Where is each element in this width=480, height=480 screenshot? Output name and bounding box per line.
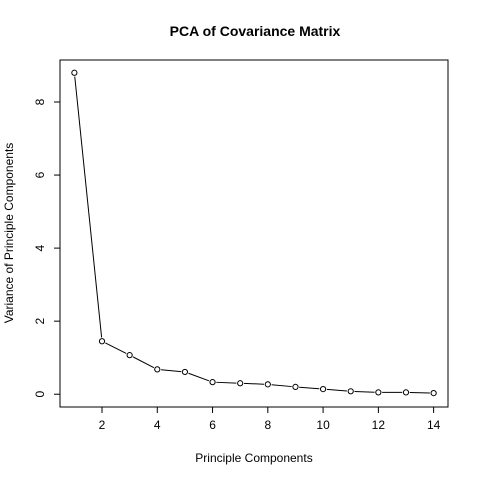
series-line-segment [326, 388, 347, 392]
y-tick-label: 6 [33, 171, 47, 178]
series-layer [71, 69, 437, 397]
x-tick-label: 14 [427, 418, 441, 432]
data-point [209, 379, 216, 386]
x-axis-label: Principle Components [195, 451, 312, 465]
y-tick-label: 4 [33, 244, 47, 251]
chart-title: PCA of Covariance Matrix [170, 23, 341, 39]
series-line-segment [409, 391, 430, 394]
series-line-segment [161, 369, 182, 373]
y-axis-label: Variance of Principle Components [2, 143, 16, 324]
plot-area-border [59, 59, 449, 408]
data-point [126, 352, 133, 359]
data-point [292, 383, 299, 391]
series-line-segment [74, 76, 103, 338]
y-tick-label: 0 [33, 391, 47, 398]
x-tick-label: 10 [316, 418, 330, 432]
data-point [375, 389, 382, 396]
data-point [402, 389, 410, 396]
series-line-segment [132, 356, 155, 369]
data-point [237, 380, 244, 387]
x-tick-label: 8 [264, 418, 271, 432]
series-line-segment [105, 342, 127, 354]
series-line-segment [354, 390, 375, 393]
data-point [319, 386, 327, 393]
data-point [181, 368, 189, 376]
x-tick-label: 4 [154, 418, 161, 432]
series-line-segment [271, 384, 292, 388]
y-tick-label: 2 [33, 318, 47, 325]
x-axis: 2 4 6 8 10 12 14 [99, 407, 441, 432]
series-line-segment [216, 381, 237, 384]
data-point [430, 390, 437, 397]
x-tick-label: 2 [99, 418, 106, 432]
y-axis: 0 2 4 6 8 [33, 98, 60, 398]
data-point [154, 366, 161, 373]
data-point [71, 69, 78, 76]
x-tick-label: 6 [209, 418, 216, 432]
series-line-segment [188, 372, 210, 382]
data-point [98, 338, 106, 345]
data-point [347, 388, 354, 395]
y-tick-label: 8 [33, 98, 47, 105]
series-line-segment [299, 386, 320, 390]
series-line-segment [243, 382, 265, 385]
data-point [264, 381, 271, 388]
x-tick-label: 12 [372, 418, 386, 432]
